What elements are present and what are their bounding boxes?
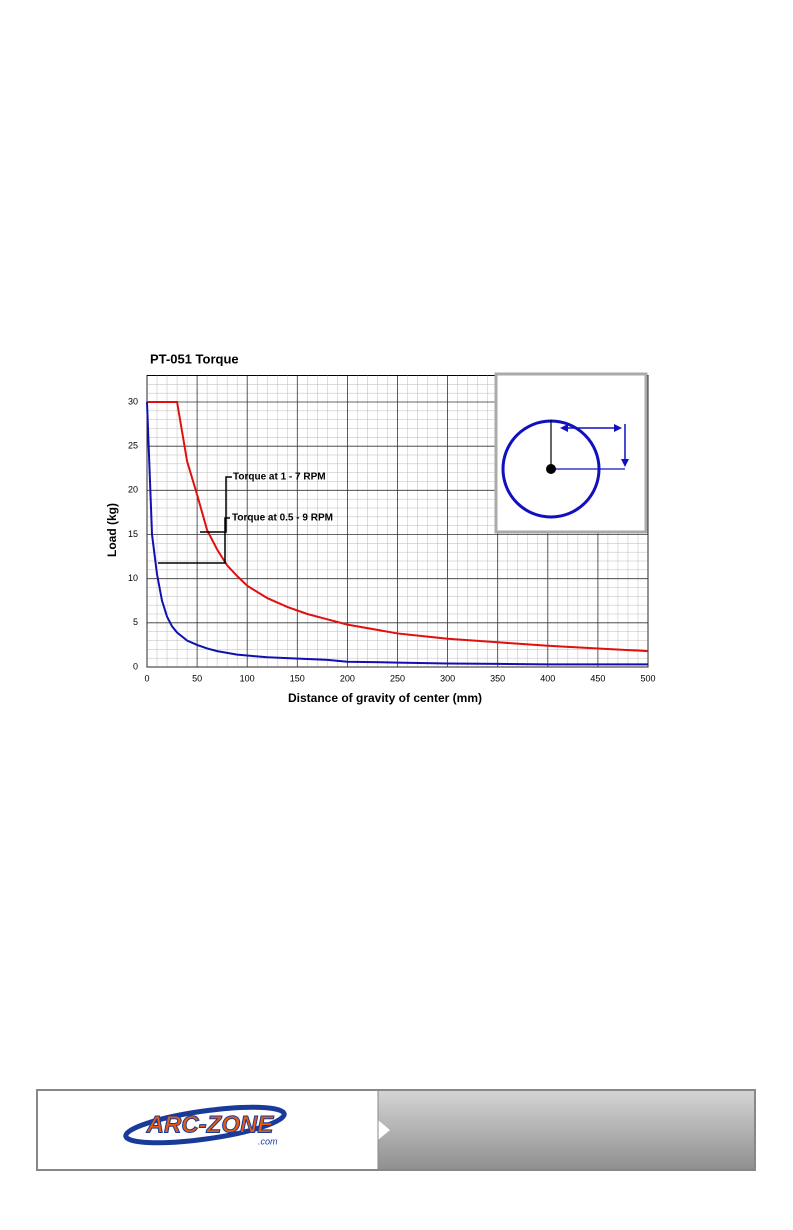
footer-band: [378, 1091, 754, 1169]
x-tick-label: 150: [290, 673, 305, 683]
y-tick-label: 0: [133, 661, 138, 671]
annotation: Torque at 0.5 - 9 RPM: [232, 513, 333, 524]
arrow-head: [560, 424, 568, 432]
y-tick-label: 5: [133, 617, 138, 627]
x-tick-label: 400: [540, 673, 555, 683]
logo: ARC-ZONE: [146, 1111, 275, 1138]
x-tick-label: 100: [240, 673, 255, 683]
chart-title: PT-051 Torque: [150, 351, 239, 366]
x-tick-label: 450: [590, 673, 605, 683]
y-tick-label: 10: [128, 573, 138, 583]
y-tick-label: 15: [128, 529, 138, 539]
x-tick-label: 500: [640, 673, 655, 683]
leader-lines: [158, 476, 232, 564]
arrow-head: [621, 459, 629, 467]
x-axis-label: Distance of gravity of center (mm): [288, 691, 482, 705]
y-tick-label: 20: [128, 485, 138, 495]
leader-line: [158, 517, 230, 564]
series-line: [146, 401, 648, 666]
inset-frame: [494, 372, 648, 534]
leader-line: [200, 476, 232, 533]
y-tick-label: 25: [128, 441, 138, 451]
y-tick-label: 30: [128, 396, 138, 406]
annotation: Torque at 1 - 7 RPM: [233, 472, 326, 483]
logo-swoosh: [123, 1104, 287, 1146]
x-tick-label: 50: [192, 673, 202, 683]
x-tick-label: 350: [490, 673, 505, 683]
y-axis-label: Load (kg): [105, 503, 119, 557]
logo-suffix: .com: [258, 1136, 278, 1146]
x-tick-label: 250: [390, 673, 405, 683]
x-tick-label: 300: [440, 673, 455, 683]
center-dot: [546, 464, 556, 474]
series-line: [147, 401, 649, 653]
footer: ARC-ZONE .com: [36, 1089, 756, 1171]
arrow-head: [614, 424, 622, 432]
x-tick-label: 200: [340, 673, 355, 683]
x-tick-label: 0: [144, 673, 149, 683]
inset-diagram: [494, 372, 648, 534]
